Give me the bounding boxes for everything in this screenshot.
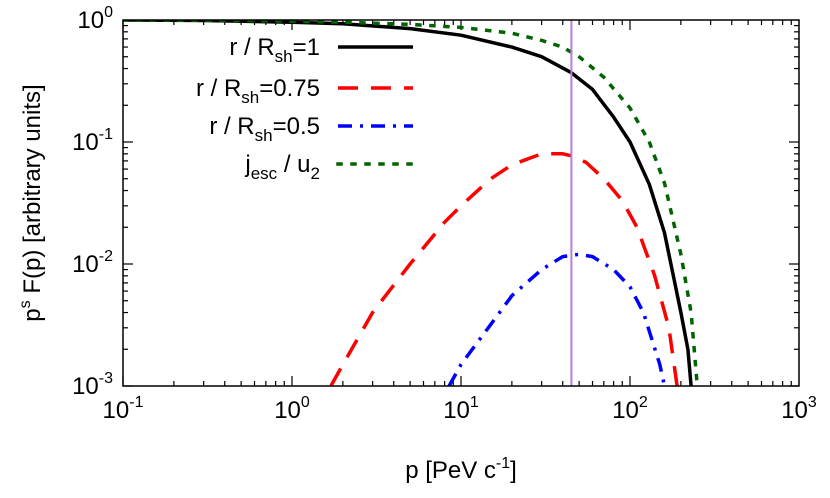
legend-label-3: r / Rsh=0.5 <box>209 113 320 145</box>
legend-label-2: r / Rsh=0.75 <box>196 75 320 107</box>
x-axis-label: p [PeV c-1] <box>405 455 517 484</box>
y-tick-labels: 10-3 10-2 10-1 100 <box>72 4 113 400</box>
y-tick-label: 10-3 <box>72 370 113 400</box>
plot-frame <box>122 19 800 387</box>
y-axis-label-sup: s <box>17 300 34 308</box>
series-line-2 <box>329 152 679 386</box>
x-tick-label: 100 <box>274 394 310 424</box>
series-line-3 <box>447 252 667 386</box>
x-tick-label: 101 <box>443 394 479 424</box>
x-axis-label-base: p [PeV c <box>405 457 496 484</box>
y-axis-label: ps F(p) [arbitrary units] <box>17 84 46 321</box>
y-tick-label: 10-1 <box>72 126 113 156</box>
x-tick-labels: 10-1 100 101 102 103 <box>103 394 817 424</box>
y-axis-label-pre: p <box>19 308 46 321</box>
legend: r / Rsh=1 r / Rsh=0.75 r / Rsh=0.5 jesc / u… <box>196 34 415 183</box>
legend-label-4: jesc / u2 <box>244 151 320 183</box>
x-tick-label: 102 <box>612 394 648 424</box>
x-tick-label: 10-1 <box>103 394 144 424</box>
plot-series <box>123 20 700 386</box>
x-tick-label: 103 <box>781 394 817 424</box>
y-tick-label: 10-2 <box>72 248 113 278</box>
y-tick-label: 100 <box>77 4 113 34</box>
x-axis-label-tail: ] <box>510 457 517 484</box>
x-axis-label-sup: -1 <box>496 455 510 472</box>
y-axis-label-post: F(p) [arbitrary units] <box>19 84 46 300</box>
legend-label-1: r / Rsh=1 <box>229 34 320 66</box>
